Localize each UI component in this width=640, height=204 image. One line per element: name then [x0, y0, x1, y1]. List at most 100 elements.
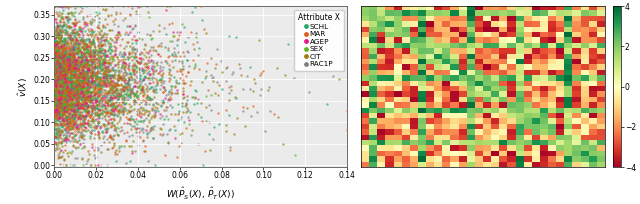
Point	[100, 65, 111, 68]
Point	[96, 56, 106, 59]
Point	[64, 98, 74, 101]
Point	[82, 21, 92, 24]
Point	[64, 79, 74, 83]
Point	[86, 76, 96, 79]
Point	[60, 51, 70, 54]
Point	[63, 24, 74, 27]
Point	[68, 75, 78, 78]
Point	[73, 95, 83, 98]
Point	[93, 43, 103, 47]
Point	[76, 75, 86, 78]
Point	[56, 94, 67, 97]
Point	[121, 93, 131, 96]
Point	[75, 42, 85, 45]
Point	[54, 53, 64, 56]
Point	[66, 91, 76, 94]
Point	[52, 100, 63, 103]
Point	[58, 24, 68, 27]
Point	[51, 84, 61, 87]
Point	[171, 54, 181, 58]
Point	[108, 90, 118, 93]
Point	[141, 100, 151, 103]
Point	[76, 104, 86, 107]
Point	[97, 68, 107, 72]
Point	[80, 110, 90, 113]
Point	[79, 93, 89, 96]
Point	[49, 65, 60, 68]
Point	[84, 55, 95, 58]
Point	[119, 90, 129, 93]
Point	[63, 69, 73, 72]
Point	[88, 97, 98, 100]
Point	[84, 90, 94, 93]
Point	[250, 77, 260, 80]
Point	[116, 93, 126, 96]
Point	[152, 71, 163, 75]
Point	[68, 120, 79, 123]
Point	[65, 90, 76, 94]
Point	[85, 48, 95, 51]
Point	[130, 99, 140, 103]
Point	[84, 115, 95, 119]
Point	[80, 114, 90, 118]
Point	[68, 103, 79, 106]
Point	[52, 67, 62, 70]
Point	[64, 33, 74, 37]
Point	[68, 34, 79, 37]
Point	[55, 96, 65, 99]
Point	[77, 100, 88, 104]
Point	[52, 105, 62, 109]
Point	[304, 27, 314, 30]
Point	[73, 88, 83, 92]
Point	[76, 71, 86, 74]
Point	[74, 83, 84, 87]
Point	[60, 87, 70, 90]
Point	[66, 81, 76, 85]
Point	[72, 111, 82, 114]
Point	[51, 37, 61, 40]
Point	[147, 67, 157, 70]
Point	[214, 122, 224, 125]
Point	[74, 65, 84, 68]
Point	[90, 86, 100, 89]
Point	[79, 77, 90, 81]
Point	[74, 86, 84, 89]
Point	[100, 49, 111, 52]
Point	[51, 88, 61, 91]
Point	[114, 70, 124, 74]
Point	[93, 54, 104, 57]
Point	[57, 75, 67, 79]
Point	[101, 84, 111, 88]
Point	[128, 26, 138, 30]
Point	[62, 80, 72, 83]
Point	[81, 50, 92, 53]
Point	[60, 91, 70, 94]
Point	[138, 85, 148, 89]
Point	[57, 104, 67, 107]
Point	[70, 163, 80, 167]
Point	[62, 102, 72, 105]
Point	[154, 72, 164, 75]
Point	[55, 74, 65, 77]
Point	[94, 116, 104, 120]
Point	[151, 101, 161, 104]
Point	[61, 139, 71, 142]
Point	[152, 107, 163, 110]
Point	[74, 102, 84, 106]
Point	[60, 29, 70, 32]
Point	[197, 120, 207, 123]
Point	[170, 136, 180, 140]
Point	[72, 86, 82, 89]
Point	[67, 79, 77, 83]
Point	[75, 104, 85, 107]
Point	[52, 75, 63, 78]
Point	[68, 38, 78, 41]
Point	[58, 54, 68, 58]
Point	[78, 114, 88, 118]
Point	[143, 76, 154, 80]
Point	[54, 55, 65, 59]
Point	[54, 75, 64, 78]
Point	[68, 113, 78, 116]
Point	[62, 104, 72, 107]
Point	[60, 80, 70, 83]
